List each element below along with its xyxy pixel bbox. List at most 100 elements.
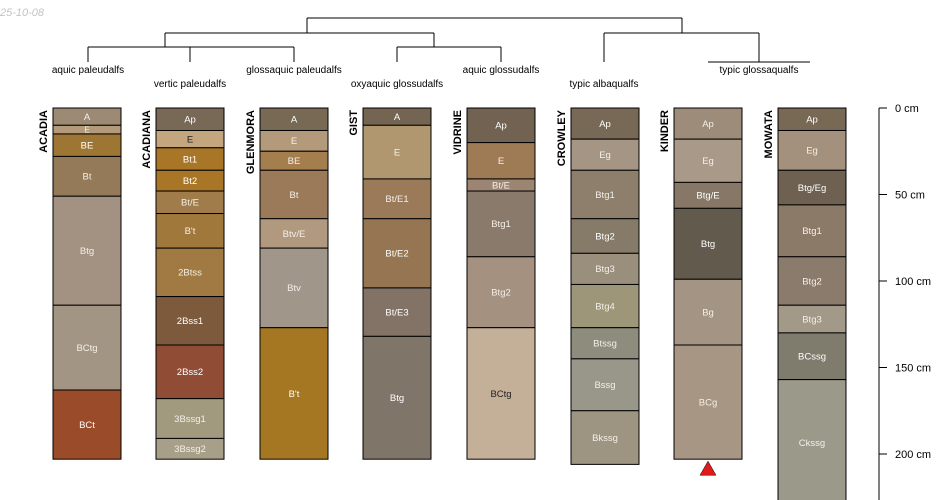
profile-name: GLENMORA	[245, 110, 257, 174]
depth-tick-label: 200 cm	[895, 449, 931, 461]
horizon-label: Bt1	[183, 154, 197, 165]
horizon-label: Eg	[806, 146, 818, 157]
horizon-label: Bkssg	[592, 433, 618, 444]
horizon-block	[466, 190, 536, 258]
horizon-label: Ckssg	[799, 438, 825, 449]
horizon-label: Ap	[184, 115, 196, 126]
horizon-block	[362, 178, 432, 220]
horizon-label: Ap	[806, 115, 818, 126]
horizon-label: Btg	[80, 246, 94, 257]
profile-name: VIDRINE	[452, 110, 464, 155]
horizon-label: Btg	[390, 393, 404, 404]
profile-name: MOWATA	[763, 110, 775, 159]
horizon-label: Btg1	[595, 190, 615, 201]
horizon-block	[673, 344, 743, 460]
depth-tick-label: 50 cm	[895, 190, 925, 202]
horizon-block	[777, 332, 847, 381]
horizon-label: Btg4	[595, 301, 615, 312]
horizon-block	[570, 169, 640, 220]
horizon-label: E	[187, 134, 193, 145]
horizon-block	[259, 247, 329, 329]
horizon-block	[52, 389, 122, 460]
horizon-block	[570, 358, 640, 412]
horizon-block	[155, 344, 225, 400]
horizon-block	[155, 213, 225, 249]
horizon-block	[362, 124, 432, 180]
horizon-label: BE	[288, 156, 301, 167]
horizon-label: Btv	[287, 283, 301, 294]
horizon-block	[673, 278, 743, 346]
horizon-block	[466, 327, 536, 460]
horizon-block	[362, 218, 432, 289]
soil-profile-acadiana: ACADIANA Ap E Bt1 Bt2 Bt/E B't 2Btss 2Bss1 2Bss2 3…	[141, 107, 225, 460]
horizon-block	[570, 410, 640, 465]
bedrock-marker	[699, 460, 717, 476]
profile-name: ACADIANA	[141, 110, 153, 169]
horizon-label: BE	[81, 141, 94, 152]
horizon-label: 3Bssg2	[174, 444, 206, 455]
horizon-block	[466, 256, 536, 329]
soil-profile-mowata: MOWATA Ap Eg Btg/Eg Btg1 Btg2 Btg3 BCssg Ckssg	[763, 107, 847, 500]
horizon-label: Btssg	[593, 339, 617, 350]
horizon-block	[570, 138, 640, 171]
horizon-label: 2Bss2	[177, 367, 203, 378]
profile-name: CROWLEY	[556, 109, 568, 166]
profile-name: ACADIA	[38, 110, 50, 153]
profile-name: KINDER	[659, 110, 671, 152]
horizon-label: Eg	[599, 150, 611, 161]
soil-profile-kinder: KINDER Ap Eg Btg/E Btg Bg BCg	[659, 107, 743, 476]
horizon-block	[777, 129, 847, 171]
horizon-label: Btg1	[802, 226, 822, 237]
horizon-label: 3Bssg1	[174, 414, 206, 425]
horizon-block	[777, 169, 847, 206]
horizon-label: Ap	[599, 119, 611, 130]
horizon-block	[466, 142, 536, 180]
taxon-label: aquic glossudalfs	[463, 65, 540, 76]
horizon-block	[155, 437, 225, 460]
horizon-label: B't	[289, 389, 300, 400]
taxon-label: glossaquic paleudalfs	[246, 65, 342, 76]
profile-name: GIST	[348, 110, 360, 136]
horizon-label: Bt/E	[181, 198, 199, 209]
taxonomy-tree: aquic paleudalfs vertic paleudalfs glossaq…	[52, 17, 810, 90]
horizon-block	[673, 138, 743, 183]
horizon-label: E	[498, 156, 504, 167]
horizon-label: 2Btss	[178, 268, 202, 279]
horizon-label: Btg2	[491, 288, 511, 299]
depth-axis: 0 cm 50 cm 100 cm 150 cm 200 cm	[878, 103, 931, 500]
horizon-block	[570, 327, 640, 360]
horizon-label: Eg	[702, 156, 714, 167]
taxon-label: vertic paleudalfs	[154, 79, 226, 90]
horizon-label: A	[291, 115, 298, 126]
horizon-label: B't	[185, 226, 196, 237]
horizon-label: BCg	[699, 397, 717, 408]
horizon-label: Btg/E	[696, 191, 719, 202]
taxon-label: aquic paleudalfs	[52, 65, 124, 76]
taxon-label: oxyaquic glossudalfs	[351, 79, 443, 90]
horizon-label: E	[291, 136, 297, 147]
depth-tick-label: 100 cm	[895, 276, 931, 288]
horizon-label: BCtg	[76, 343, 97, 354]
horizon-label: 2Bss1	[177, 316, 203, 327]
horizon-label: Ap	[495, 121, 507, 132]
horizon-block	[155, 247, 225, 298]
horizon-block	[52, 304, 122, 391]
horizon-block	[777, 256, 847, 306]
horizon-label: Bt/E1	[385, 194, 408, 205]
horizon-label: Btg2	[802, 276, 822, 287]
horizon-block	[52, 195, 122, 306]
horizon-label: Btg	[701, 239, 715, 250]
horizon-label: Btg3	[595, 264, 615, 275]
horizon-block	[155, 398, 225, 439]
horizon-label: Btv/E	[283, 229, 306, 240]
soil-profile-crowley: CROWLEY Ap Eg Btg1 Btg2 Btg3 Btg4 Btssg Bssg Bkss…	[556, 107, 640, 465]
date-stamp: 25-10-08	[0, 7, 45, 19]
horizon-label: Bssg	[594, 380, 615, 391]
horizon-block	[673, 207, 743, 280]
horizon-label: A	[84, 112, 91, 123]
horizon-block	[570, 218, 640, 254]
horizon-block	[777, 304, 847, 334]
horizon-label: Bt/E	[492, 180, 510, 191]
